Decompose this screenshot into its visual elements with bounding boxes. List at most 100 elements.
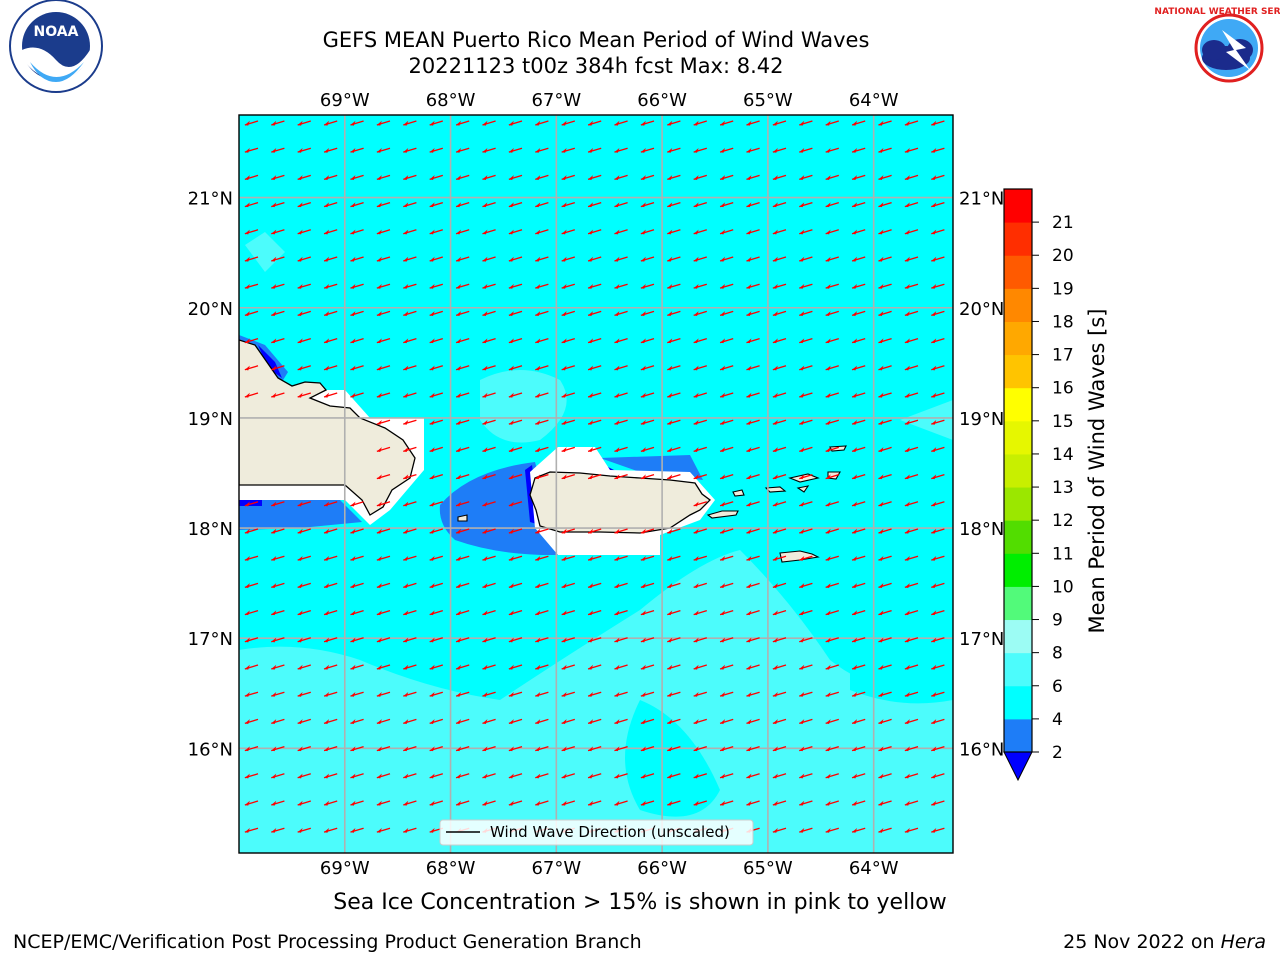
colorbar-tick-label: 12 xyxy=(1052,511,1074,531)
wave-arrow-head xyxy=(640,691,646,697)
wave-arrow-head xyxy=(720,229,726,235)
wave-arrow-head xyxy=(588,746,594,752)
wave-arrow-head xyxy=(640,229,646,235)
wave-arrow-head xyxy=(825,827,831,833)
wave-arrow-head xyxy=(931,447,937,452)
wave-arrow-head xyxy=(376,283,382,289)
wave-arrow-head xyxy=(825,392,831,398)
wave-arrow-head xyxy=(350,147,356,153)
lon-label-top: 66°W xyxy=(637,90,687,111)
wave-arrow-head xyxy=(772,256,778,262)
wave-arrow-head xyxy=(931,229,937,235)
wave-arrow-head xyxy=(561,147,567,153)
wave-arrow-head xyxy=(561,800,567,806)
wave-arrow-head xyxy=(878,610,884,616)
wave-arrow-head xyxy=(588,202,594,208)
colorbar-frame xyxy=(1003,188,1033,753)
wave-arrow-head xyxy=(376,256,382,262)
wave-arrow-head xyxy=(825,528,831,534)
wave-arrow-head xyxy=(535,610,541,616)
wave-arrow-head xyxy=(456,691,462,697)
wave-arrow-head xyxy=(324,827,330,833)
wave-arrow-head xyxy=(799,610,805,616)
colorbar-bin xyxy=(1004,222,1032,256)
small-islands xyxy=(457,445,847,563)
wave-arrow-head xyxy=(746,664,752,670)
wave-arrow-head xyxy=(535,419,541,425)
wave-arrow-head xyxy=(772,555,778,561)
date-text: 25 Nov 2022 on xyxy=(1063,931,1215,953)
wave-arrow-head xyxy=(799,719,805,724)
wave-arrow-head xyxy=(878,447,884,452)
wave-arrow-head xyxy=(376,147,382,153)
longitude-labels-bottom: 69°W 68°W 67°W 66°W 65°W 64°W xyxy=(320,858,899,879)
wave-arrow-head xyxy=(931,664,937,670)
wave-arrow-head xyxy=(720,365,726,371)
wave-arrow-head xyxy=(561,283,567,289)
wave-arrow-head xyxy=(324,283,330,289)
colorbar-bin xyxy=(1004,288,1032,322)
wind-wave-arrows xyxy=(244,120,945,833)
wave-arrow-head xyxy=(931,610,937,616)
wave-arrow-head xyxy=(350,283,356,289)
wave-arrow-head xyxy=(693,664,699,670)
wave-arrow-head xyxy=(878,528,884,534)
wave-arrow-head xyxy=(772,365,778,371)
wave-arrow-head xyxy=(403,827,409,833)
wave-arrow-head xyxy=(244,256,250,262)
branch-credit: NCEP/EMC/Verification Post Processing Pr… xyxy=(13,931,642,953)
wave-arrow-head xyxy=(904,800,910,806)
wave-arrow-head xyxy=(561,746,567,752)
wave-arrow-head xyxy=(588,773,594,779)
wave-arrow-head xyxy=(878,664,884,670)
wave-arrow-head xyxy=(508,202,514,208)
wave-arrow-head xyxy=(614,664,620,670)
wave-arrow-head xyxy=(904,583,910,588)
wave-arrow-head xyxy=(535,637,541,643)
wave-arrow-head xyxy=(429,664,435,670)
wave-arrow-head xyxy=(720,338,726,344)
wave-arrow-head xyxy=(878,800,884,806)
wave-arrow-head xyxy=(271,773,277,779)
wave-arrow-head xyxy=(482,147,488,153)
wave-arrow-head xyxy=(508,610,514,616)
wave-arrow-head xyxy=(904,256,910,262)
wave-arrow-head xyxy=(508,338,514,344)
wave-arrow-head xyxy=(614,773,620,779)
wave-arrow-head xyxy=(376,528,382,534)
wave-arrow-head xyxy=(640,664,646,670)
wave-arrow-head xyxy=(244,637,250,643)
wave-arrow-head xyxy=(852,637,858,643)
wave-arrow-head xyxy=(799,283,805,289)
wave-arrow-head xyxy=(456,555,462,561)
wave-arrow-head xyxy=(271,365,277,371)
wave-arrow-head xyxy=(667,746,673,752)
wave-arrow-head xyxy=(667,202,673,208)
colorbar-tick-label: 8 xyxy=(1052,644,1063,664)
wave-arrow-head xyxy=(825,555,831,561)
wave-arrow-head xyxy=(852,746,858,752)
wave-arrow-head xyxy=(746,501,752,507)
wave-arrow-head xyxy=(508,256,514,262)
wave-arrow-head xyxy=(799,746,805,752)
wave-arrow-head xyxy=(931,474,937,480)
wave-arrow-head xyxy=(720,691,726,697)
wave-arrow-head xyxy=(508,637,514,643)
wave-arrow-head xyxy=(693,256,699,262)
wave-arrow-head xyxy=(535,338,541,344)
wave-arrow-head xyxy=(561,773,567,779)
wave-arrow-head xyxy=(852,147,858,153)
wave-arrow-head xyxy=(271,256,277,262)
wave-arrow-head xyxy=(588,583,594,588)
wave-arrow-head xyxy=(852,528,858,534)
wave-arrow-head xyxy=(878,202,884,208)
wave-arrow-head xyxy=(588,229,594,235)
wave-arrow-head xyxy=(482,311,488,316)
wave-arrow-head xyxy=(878,365,884,371)
wave-arrow-head xyxy=(403,719,409,724)
wave-arrow-head xyxy=(535,120,541,126)
wave-arrow-head xyxy=(746,583,752,588)
wave-arrow-head xyxy=(561,583,567,588)
wave-arrow-head xyxy=(931,501,937,507)
wave-arrow-head xyxy=(297,637,303,643)
